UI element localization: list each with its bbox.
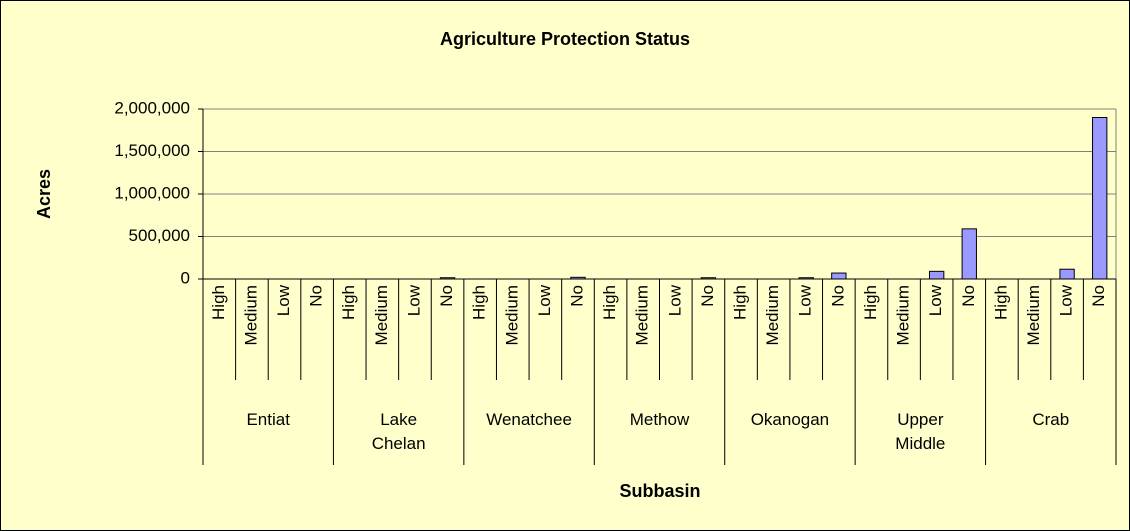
- bar: [961, 228, 977, 280]
- x-tick-label: Medium: [633, 285, 652, 345]
- bar: [831, 272, 847, 280]
- x-tick-label: No: [959, 285, 978, 307]
- x-tick-label: No: [698, 285, 717, 307]
- group-label: Entiat: [246, 410, 290, 429]
- bar: [1092, 117, 1108, 280]
- y-tick-label: 2,000,000: [114, 98, 190, 117]
- x-tick-label: Medium: [763, 285, 782, 345]
- y-tick-label: 1,500,000: [114, 141, 190, 160]
- group-label: Crab: [1032, 410, 1070, 429]
- x-tick-label: Low: [274, 284, 293, 316]
- x-tick-label: High: [861, 285, 880, 320]
- x-tick-label: No: [437, 285, 456, 307]
- x-tick-label: Medium: [502, 285, 521, 345]
- bar: [1059, 268, 1075, 280]
- group-label: Wenatchee: [486, 410, 572, 429]
- x-tick-label: Medium: [241, 285, 260, 345]
- y-axis-label: Acres: [34, 169, 54, 219]
- chart-title: Agriculture Protection Status: [440, 29, 690, 49]
- x-tick-label: Low: [926, 284, 945, 316]
- x-tick-label: High: [209, 285, 228, 320]
- bar: [798, 277, 814, 280]
- group-label: Okanogan: [750, 410, 830, 429]
- bar: [570, 276, 586, 280]
- x-tick-label: No: [567, 285, 586, 307]
- y-tick-label: 500,000: [129, 226, 190, 245]
- x-tick-label: Medium: [372, 285, 391, 345]
- x-tick-label: High: [731, 285, 750, 320]
- x-tick-label: No: [828, 285, 847, 307]
- x-tick-label: Low: [1057, 284, 1076, 316]
- bar: [700, 277, 717, 280]
- x-tick-label: High: [470, 285, 489, 320]
- x-tick-label: No: [1089, 285, 1108, 307]
- x-tick-label: Low: [665, 284, 684, 316]
- x-tick-label: Low: [404, 284, 423, 316]
- x-tick-label: Low: [796, 284, 815, 316]
- group-label: Upper Middle: [895, 410, 946, 453]
- y-tick-label: 0: [181, 268, 190, 287]
- bar: [928, 270, 945, 280]
- x-tick-label: High: [339, 285, 358, 320]
- x-tick-label: No: [307, 285, 326, 307]
- group-label: Lake Chelan: [371, 410, 426, 453]
- y-tick-label: 1,000,000: [114, 183, 190, 202]
- x-tick-label: High: [600, 285, 619, 320]
- x-axis-label: Subbasin: [619, 481, 700, 501]
- x-tick-label: High: [991, 285, 1010, 320]
- x-tick-label: Low: [535, 284, 554, 316]
- x-tick-label: Medium: [894, 285, 913, 345]
- group-label: Methow: [629, 410, 690, 429]
- bar: [439, 277, 456, 280]
- x-tick-label: Medium: [1024, 285, 1043, 345]
